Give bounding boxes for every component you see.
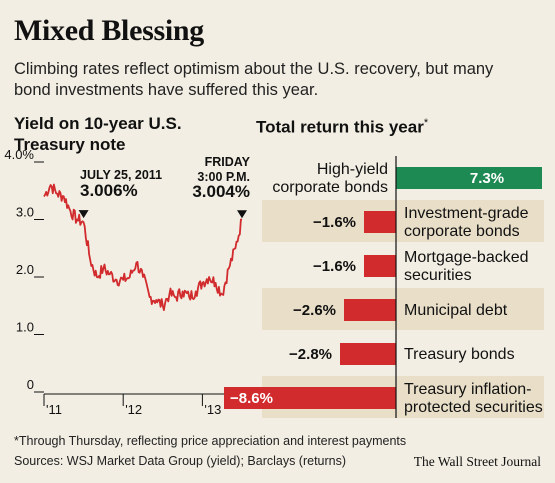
category-label: Municipal debt xyxy=(404,302,508,319)
value-label: −2.8% xyxy=(289,346,332,363)
value-label: −2.6% xyxy=(293,302,336,319)
return-bar xyxy=(224,387,396,409)
y-tick-label: 4.0% xyxy=(4,147,34,162)
return-bar xyxy=(340,343,396,365)
bar-panel-title-text: Total return this year xyxy=(256,117,424,137)
category-label: Treasury bonds xyxy=(404,346,515,363)
x-tick-label: '13 xyxy=(204,402,221,417)
annotation-marker xyxy=(237,210,247,219)
footnote: *Through Thursday, reflecting price appr… xyxy=(14,434,407,448)
bar-panel-title: Total return this year* xyxy=(256,113,428,138)
category-label: Investment-grade xyxy=(404,205,529,222)
annotation-marker xyxy=(78,210,89,219)
chart-subtitle: Climbing rates reflect optimism about th… xyxy=(14,60,494,99)
y-tick-label: 0 xyxy=(27,377,34,392)
category-label: corporate bonds xyxy=(404,223,520,240)
line-panel-title: Yield on 10-year U.S. Treasury note xyxy=(14,114,182,154)
category-label: High-yield xyxy=(317,161,388,178)
return-bar xyxy=(364,255,396,277)
footnote-marker: * xyxy=(423,117,429,129)
annotation-date-label: JULY 25, 2011 xyxy=(80,168,162,182)
annotation-value-label: 3.004% xyxy=(192,182,250,201)
annotation-day-label: FRIDAY xyxy=(205,155,251,169)
category-label: securities xyxy=(404,267,472,284)
annotation-time-label: 3:00 P.M. xyxy=(197,170,250,184)
category-label: protected securities xyxy=(404,399,543,416)
x-tick-label: '11 xyxy=(46,402,62,417)
y-tick-label: 3.0 xyxy=(16,205,34,220)
value-label: −1.6% xyxy=(313,258,356,275)
category-label: Mortgage-backed xyxy=(404,249,529,266)
return-bar xyxy=(364,211,396,233)
annotation-value-label: 3.006% xyxy=(80,181,138,200)
row-band xyxy=(262,200,544,242)
category-label: corporate bonds xyxy=(272,179,388,196)
y-tick-label: 2.0 xyxy=(16,262,34,277)
sources: Sources: WSJ Market Data Group (yield); … xyxy=(14,454,347,468)
row-band xyxy=(262,288,544,330)
value-label: −8.6% xyxy=(230,390,273,407)
return-bar xyxy=(344,299,396,321)
chart-title: Mixed Blessing xyxy=(14,14,204,47)
publication-credit: The Wall Street Journal xyxy=(413,454,541,469)
yield-series-line xyxy=(43,183,242,312)
category-label: Treasury inflation- xyxy=(404,381,531,398)
return-bar xyxy=(396,167,542,189)
value-label: −1.6% xyxy=(313,214,356,231)
y-tick-label: 1.0 xyxy=(16,320,34,335)
value-label: 7.3% xyxy=(470,170,504,187)
x-tick-label: '12 xyxy=(125,402,142,417)
